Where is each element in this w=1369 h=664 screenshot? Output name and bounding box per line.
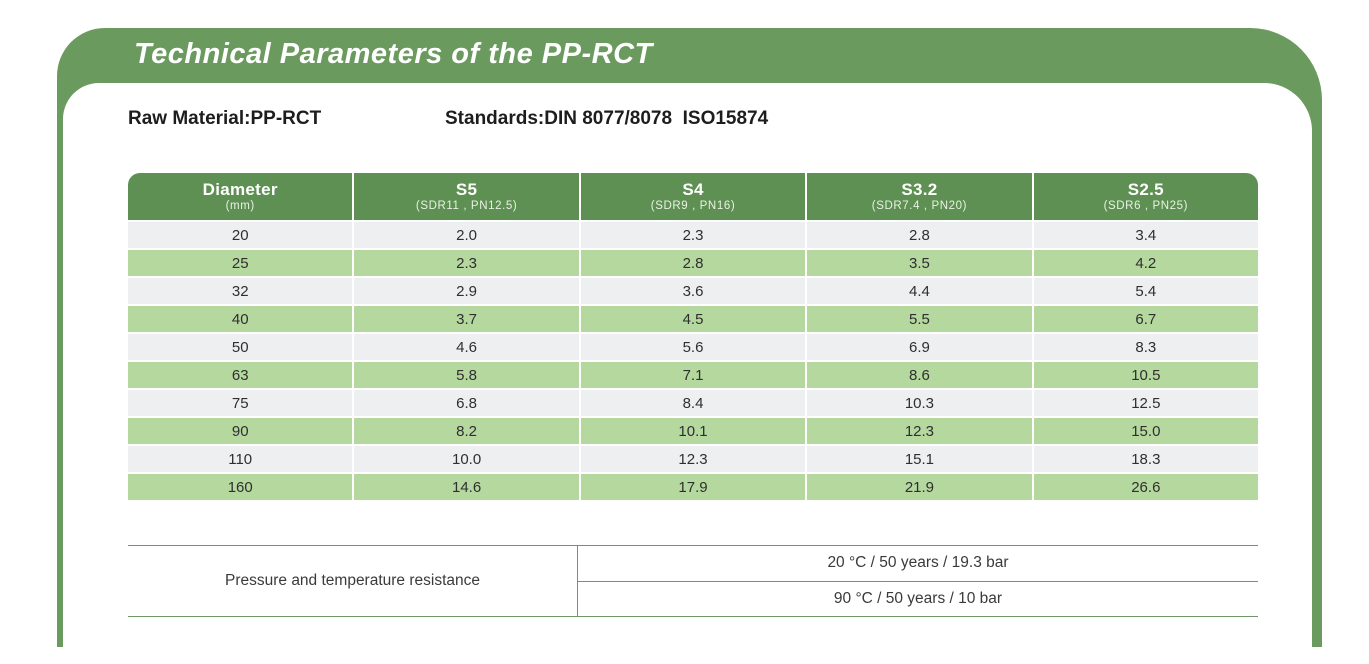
table-row: 50 4.6 5.6 6.9 8.3 [128, 334, 1258, 360]
meta-line: Raw Material:PP-RCT Standards:DIN 8077/8… [128, 108, 1258, 132]
pressure-values: 20 °C / 50 years / 19.3 bar 90 °C / 50 y… [578, 546, 1258, 616]
table-cell: 6.7 [1031, 306, 1258, 332]
table-cell: 8.6 [805, 362, 1031, 388]
pressure-value-90c: 90 °C / 50 years / 10 bar [833, 589, 1003, 607]
table-cell: 8.2 [352, 418, 578, 444]
table-cell: 4.4 [805, 278, 1031, 304]
table-cell: 50 [231, 338, 249, 356]
table-cell: 2.0 [352, 222, 578, 248]
page-title: Technical Parameters of the PP-RCT [134, 38, 653, 70]
column-header-sublabel: (SDR11 , PN12.5) [415, 199, 518, 212]
table-row: 20 2.0 2.3 2.8 3.4 [128, 222, 1258, 248]
table-cell: 12.5 [1031, 390, 1258, 416]
table-cell: 6.8 [352, 390, 578, 416]
column-header-sublabel: (mm) [225, 199, 255, 212]
pressure-row-label: Pressure and temperature resistance [128, 546, 578, 616]
table-cell: 5.4 [1031, 278, 1258, 304]
table-row: 90 8.2 10.1 12.3 15.0 [128, 418, 1258, 444]
column-header-s4: S4 (SDR9 , PN16) [578, 173, 805, 220]
table-cell: 10.0 [352, 446, 578, 472]
column-header-label: S3.2 [901, 180, 938, 200]
column-header-s3-2: S3.2 (SDR7.4 , PN20) [805, 173, 1031, 220]
table-cell: 4.2 [1031, 250, 1258, 276]
table-cell: 26.6 [1031, 474, 1258, 500]
column-header-label: S2.5 [1127, 180, 1164, 200]
table-cell: 15.1 [805, 446, 1031, 472]
raw-material-label: Raw Material:PP-RCT [128, 108, 322, 129]
standards-label: Standards:DIN 8077/8078 ISO15874 [445, 108, 769, 129]
table-cell: 75 [231, 394, 249, 412]
table-cell: 21.9 [805, 474, 1031, 500]
table-cell: 7.1 [578, 362, 805, 388]
table-cell: 32 [231, 282, 249, 300]
column-header-label: S4 [682, 180, 704, 200]
table-cell: 3.4 [1031, 222, 1258, 248]
table-cell: 4.6 [352, 334, 578, 360]
table-cell: 90 [231, 422, 249, 440]
pressure-value-20c: 20 °C / 50 years / 19.3 bar [578, 546, 1258, 582]
table-body: 20 2.0 2.3 2.8 3.4 25 2.3 2.8 3.5 4.2 32 2.9 3.6 4.4 5… [128, 222, 1258, 500]
parameters-table: Diameter (mm) S5 (SDR11 , PN12.5) S4 (SD… [128, 173, 1258, 500]
table-cell: 2.3 [578, 222, 805, 248]
column-header-diameter: Diameter (mm) [128, 173, 352, 220]
table-cell: 12.3 [578, 446, 805, 472]
table-cell: 10.1 [578, 418, 805, 444]
table-cell: 3.5 [805, 250, 1031, 276]
table-cell: 8.3 [1031, 334, 1258, 360]
table-row: 25 2.3 2.8 3.5 4.2 [128, 250, 1258, 276]
column-header-sublabel: (SDR9 , PN16) [650, 199, 736, 212]
table-cell: 15.0 [1031, 418, 1258, 444]
table-cell: 110 [228, 450, 253, 468]
table-header-row: Diameter (mm) S5 (SDR11 , PN12.5) S4 (SD… [128, 173, 1258, 220]
table-cell: 3.7 [352, 306, 578, 332]
column-header-sublabel: (SDR6 , PN25) [1103, 199, 1189, 212]
table-cell: 18.3 [1031, 446, 1258, 472]
column-header-s2-5: S2.5 (SDR6 , PN25) [1031, 173, 1258, 220]
table-cell: 63 [231, 366, 249, 384]
column-header-label: S5 [455, 180, 478, 200]
table-row: 32 2.9 3.6 4.4 5.4 [128, 278, 1258, 304]
pressure-resistance-table: Pressure and temperature resistance 20 °… [128, 545, 1258, 617]
table-cell: 10.5 [1031, 362, 1258, 388]
table-cell: 6.9 [805, 334, 1031, 360]
table-cell: 12.3 [805, 418, 1031, 444]
column-header-sublabel: (SDR7.4 , PN20) [871, 199, 968, 212]
table-row: 75 6.8 8.4 10.3 12.5 [128, 390, 1258, 416]
table-cell: 14.6 [352, 474, 578, 500]
table-cell: 160 [227, 478, 253, 496]
table-cell: 2.8 [578, 250, 805, 276]
table-cell: 2.3 [352, 250, 578, 276]
column-header-s5: S5 (SDR11 , PN12.5) [352, 173, 578, 220]
table-cell: 25 [231, 254, 249, 272]
table-cell: 2.9 [352, 278, 578, 304]
table-cell: 10.3 [805, 390, 1031, 416]
table-cell: 8.4 [578, 390, 805, 416]
table-cell: 40 [231, 310, 249, 328]
column-header-label: Diameter [202, 180, 278, 200]
table-row: 40 3.7 4.5 5.5 6.7 [128, 306, 1258, 332]
table-cell: 5.8 [352, 362, 578, 388]
table-row: 110 10.0 12.3 15.1 18.3 [128, 446, 1258, 472]
table-row: 63 5.8 7.1 8.6 10.5 [128, 362, 1258, 388]
table-cell: 3.6 [578, 278, 805, 304]
table-cell: 20 [231, 226, 249, 244]
table-cell: 17.9 [578, 474, 805, 500]
table-cell: 2.8 [805, 222, 1031, 248]
table-cell: 4.5 [578, 306, 805, 332]
table-cell: 5.6 [578, 334, 805, 360]
table-cell: 5.5 [805, 306, 1031, 332]
table-row: 160 14.6 17.9 21.9 26.6 [128, 474, 1258, 500]
